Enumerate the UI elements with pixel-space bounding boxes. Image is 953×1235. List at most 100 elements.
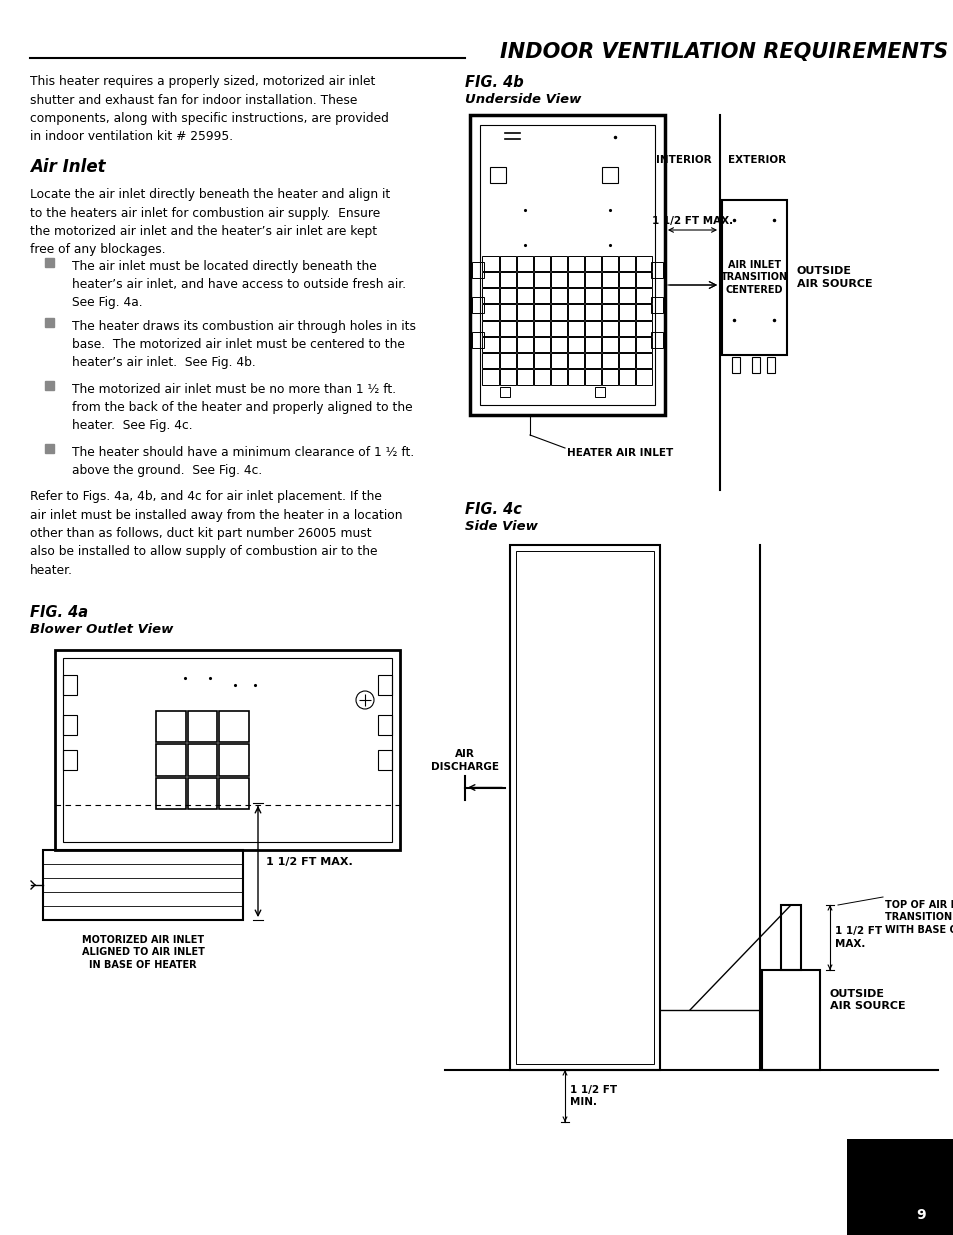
- Bar: [550, 272, 566, 287]
- Bar: [534, 337, 549, 352]
- Bar: [584, 288, 600, 304]
- Bar: [482, 337, 498, 352]
- Text: INDOOR VENTILATION REQUIREMENTS: INDOOR VENTILATION REQUIREMENTS: [499, 42, 947, 62]
- Text: The motorized air inlet must be no more than 1 ½ ft.
from the back of the heater: The motorized air inlet must be no more …: [71, 383, 413, 432]
- Bar: [517, 369, 532, 384]
- Bar: [490, 167, 505, 183]
- Bar: [601, 337, 618, 352]
- Bar: [534, 288, 549, 304]
- Bar: [534, 304, 549, 320]
- Bar: [499, 272, 516, 287]
- Bar: [517, 321, 532, 336]
- Bar: [46, 258, 54, 267]
- Bar: [618, 288, 635, 304]
- Bar: [550, 337, 566, 352]
- Text: 1 1/2 FT
MIN.: 1 1/2 FT MIN.: [569, 1084, 617, 1108]
- Bar: [721, 200, 786, 354]
- Text: FIG. 4a: FIG. 4a: [30, 605, 88, 620]
- Bar: [601, 272, 618, 287]
- Text: AIR
DISCHARGE: AIR DISCHARGE: [431, 750, 498, 772]
- Bar: [63, 658, 392, 842]
- Bar: [188, 711, 217, 742]
- Bar: [595, 387, 604, 396]
- Text: MOTORIZED AIR INLET
ALIGNED TO AIR INLET
IN BASE OF HEATER: MOTORIZED AIR INLET ALIGNED TO AIR INLET…: [81, 935, 204, 969]
- Bar: [534, 353, 549, 368]
- Bar: [584, 256, 600, 270]
- Bar: [479, 125, 655, 405]
- Bar: [636, 256, 652, 270]
- Bar: [550, 304, 566, 320]
- Bar: [46, 380, 54, 389]
- Bar: [618, 321, 635, 336]
- Bar: [584, 353, 600, 368]
- Text: The heater should have a minimum clearance of 1 ½ ft.
above the ground.  See Fig: The heater should have a minimum clearan…: [71, 446, 414, 477]
- Bar: [650, 262, 662, 278]
- Bar: [472, 296, 483, 312]
- Text: AIR INLET
TRANSITION
CENTERED: AIR INLET TRANSITION CENTERED: [720, 261, 787, 295]
- Bar: [482, 353, 498, 368]
- Bar: [636, 272, 652, 287]
- Bar: [601, 321, 618, 336]
- Bar: [499, 353, 516, 368]
- Bar: [377, 676, 392, 695]
- Bar: [567, 304, 583, 320]
- Bar: [517, 353, 532, 368]
- Bar: [584, 321, 600, 336]
- Bar: [567, 337, 583, 352]
- Bar: [636, 353, 652, 368]
- Bar: [550, 369, 566, 384]
- Bar: [761, 969, 820, 1070]
- Bar: [534, 272, 549, 287]
- Bar: [550, 288, 566, 304]
- Bar: [63, 750, 77, 769]
- Bar: [517, 304, 532, 320]
- Bar: [601, 369, 618, 384]
- Bar: [482, 288, 498, 304]
- Bar: [517, 272, 532, 287]
- Bar: [482, 272, 498, 287]
- Bar: [46, 317, 54, 326]
- Text: The heater draws its combustion air through holes in its
base.  The motorized ai: The heater draws its combustion air thro…: [71, 320, 416, 369]
- Bar: [618, 369, 635, 384]
- Bar: [636, 288, 652, 304]
- Bar: [219, 711, 249, 742]
- Text: OUTSIDE
AIR SOURCE: OUTSIDE AIR SOURCE: [796, 267, 872, 289]
- Text: FIG. 4b: FIG. 4b: [464, 75, 523, 90]
- Bar: [751, 357, 760, 373]
- Bar: [550, 321, 566, 336]
- Bar: [499, 387, 510, 396]
- Bar: [601, 304, 618, 320]
- Bar: [517, 256, 532, 270]
- Bar: [55, 650, 399, 850]
- Bar: [472, 332, 483, 348]
- Bar: [550, 353, 566, 368]
- Bar: [517, 337, 532, 352]
- Bar: [567, 256, 583, 270]
- Bar: [499, 321, 516, 336]
- Bar: [219, 745, 249, 776]
- Bar: [219, 778, 249, 809]
- Bar: [188, 778, 217, 809]
- Bar: [618, 353, 635, 368]
- Bar: [510, 545, 659, 1070]
- Bar: [472, 262, 483, 278]
- Text: Locate the air inlet directly beneath the heater and align it
to the heaters air: Locate the air inlet directly beneath th…: [30, 188, 390, 257]
- Bar: [618, 256, 635, 270]
- Bar: [499, 304, 516, 320]
- Bar: [43, 850, 243, 920]
- Bar: [567, 353, 583, 368]
- Text: 9: 9: [915, 1208, 924, 1221]
- Text: Refer to Figs. 4a, 4b, and 4c for air inlet placement. If the
air inlet must be : Refer to Figs. 4a, 4b, and 4c for air in…: [30, 490, 402, 577]
- Bar: [618, 304, 635, 320]
- Bar: [636, 321, 652, 336]
- Text: 1 1/2 FT
MAX.: 1 1/2 FT MAX.: [834, 926, 882, 948]
- Bar: [188, 745, 217, 776]
- Bar: [636, 337, 652, 352]
- Text: Side View: Side View: [464, 520, 537, 534]
- Text: INTERIOR: INTERIOR: [656, 156, 711, 165]
- Bar: [601, 288, 618, 304]
- Bar: [499, 288, 516, 304]
- Bar: [584, 369, 600, 384]
- Bar: [584, 337, 600, 352]
- Bar: [517, 288, 532, 304]
